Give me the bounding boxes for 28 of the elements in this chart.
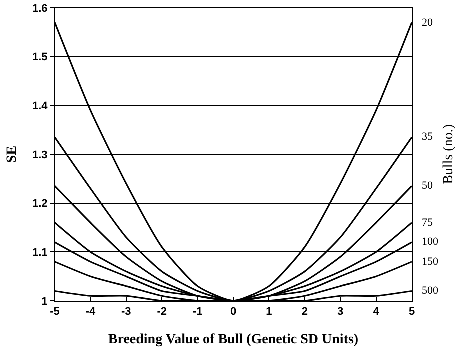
x-tick-label: 1 [266,306,272,318]
x-axis-title: Breeding Value of Bull (Genetic SD Units) [108,332,359,348]
x-tick-label: -4 [86,306,96,318]
y-tick-label: 1.4 [32,100,49,113]
series-label: 150 [422,256,439,268]
y-tick-label: 1 [42,296,48,308]
x-tick-label: 0 [230,306,237,318]
series-label: 50 [422,180,434,192]
y2-axis-title: Bulls (no.) [441,124,456,184]
y-tick-label: 1.6 [32,2,48,15]
y-tick-label: 1.3 [32,149,48,162]
y-axis-title: SE [5,146,20,164]
x-tick-label: -5 [50,306,60,318]
series-label: 100 [422,236,439,248]
x-tick-label: 2 [302,306,308,318]
x-tick-label: -3 [122,306,132,318]
y-tick-label: 1.5 [32,52,48,64]
x-tick-label: 5 [408,306,416,318]
x-tick-label: -2 [157,306,167,318]
series-label: 75 [422,217,434,229]
x-tick-label: -1 [192,306,203,318]
y-tick-label: 1.2 [32,198,48,210]
y-tick-label: 1.1 [32,247,48,260]
series-label: 35 [422,131,434,143]
series-label: 20 [422,17,434,29]
x-tick-label: 4 [373,306,380,318]
x-tick-label: 3 [338,306,344,318]
series-label: 500 [422,285,439,297]
